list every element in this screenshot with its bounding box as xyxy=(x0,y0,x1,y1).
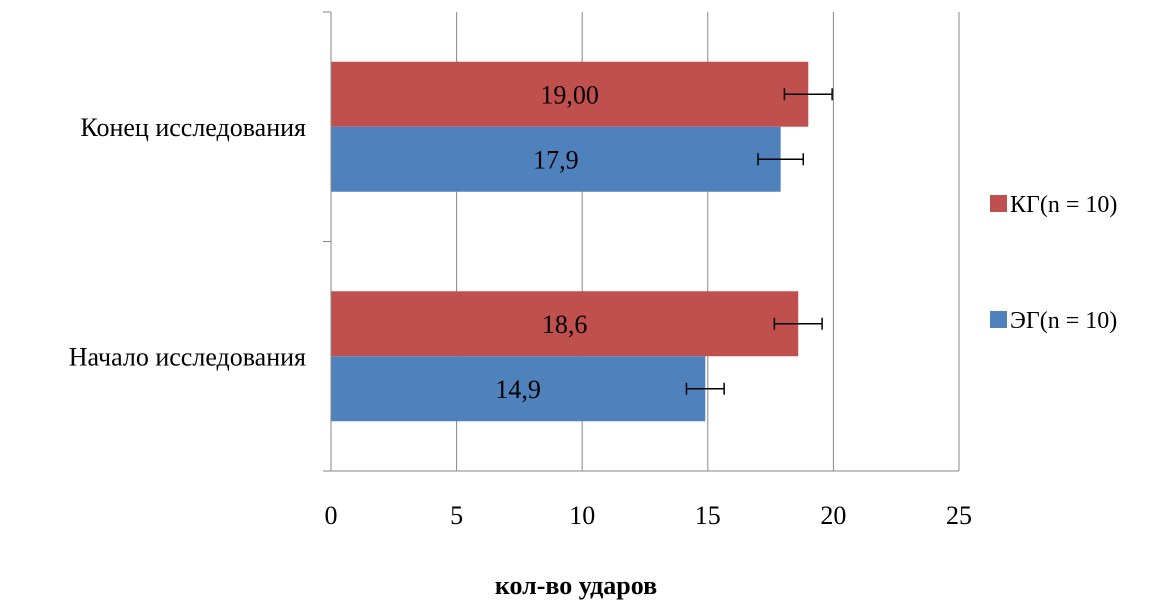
axes-group: 0 5 10 15 20 25 Конец исследования Начало иссле… xyxy=(69,11,972,530)
legend-swatch xyxy=(990,311,1007,328)
legend-label: КГ(n = 10) xyxy=(1010,192,1117,218)
x-tick-label: 20 xyxy=(820,501,846,530)
legend: КГ(n = 10) ЭГ(n = 10) xyxy=(990,192,1117,334)
bar xyxy=(331,61,809,127)
x-tick-label: 5 xyxy=(450,501,463,530)
data-label: 19,00 xyxy=(540,80,599,109)
x-axis-title: кол-во ударов xyxy=(495,571,657,600)
bar xyxy=(331,356,706,422)
x-tick-label: 10 xyxy=(569,501,595,530)
error-bars-group xyxy=(685,88,833,395)
data-label: 18,6 xyxy=(542,310,588,339)
x-tick-label: 15 xyxy=(695,501,721,530)
x-tick-label: 0 xyxy=(325,501,338,530)
bar xyxy=(331,126,781,192)
legend-swatch xyxy=(990,195,1007,212)
category-label: Конец исследования xyxy=(80,113,306,142)
data-label: 17,9 xyxy=(533,145,579,174)
x-tick-label: 25 xyxy=(946,501,972,530)
category-label: Начало исследования xyxy=(69,342,306,371)
bars-group xyxy=(331,61,809,422)
legend-label: ЭГ(n = 10) xyxy=(1010,308,1117,334)
data-labels-group: 19,00 17,9 18,6 14,9 xyxy=(495,80,598,404)
bar xyxy=(331,291,799,357)
data-label: 14,9 xyxy=(495,375,541,404)
